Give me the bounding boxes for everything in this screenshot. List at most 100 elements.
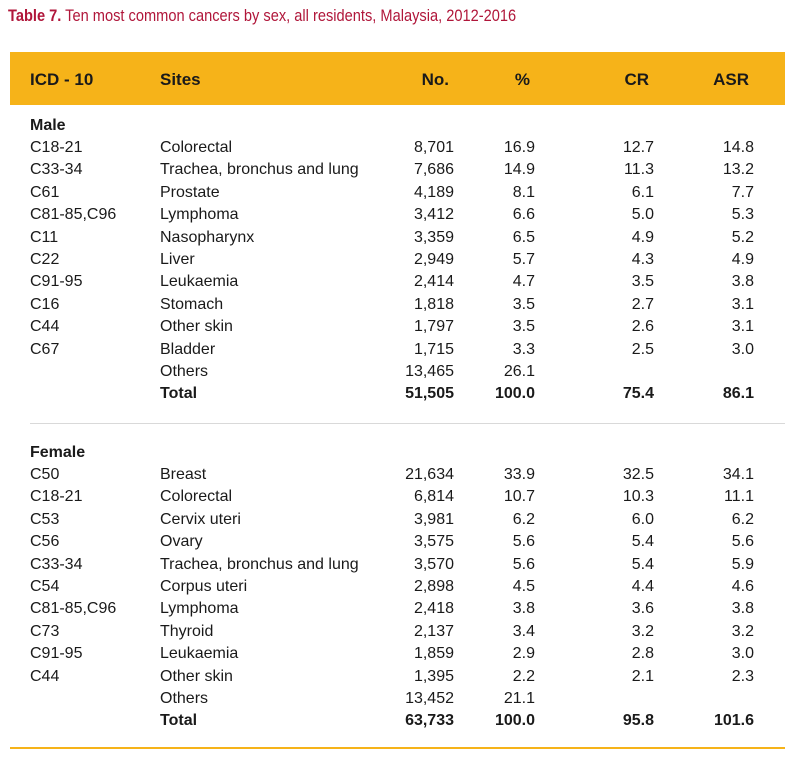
cell-site: Other skin	[160, 318, 233, 336]
cell-cr: 5.4	[631, 555, 654, 573]
total-asr: 101.6	[713, 712, 754, 730]
cell-site: Colorectal	[160, 139, 233, 156]
cell-code: C44	[30, 667, 60, 685]
cell-site: Corpus uteri	[160, 578, 248, 595]
total-pct: 100.0	[494, 712, 535, 730]
total-row: Total 63,733 100.0 95.8 101.6	[0, 710, 800, 732]
cell-cr: 3.5	[631, 273, 654, 291]
cell-no: 3,570	[413, 555, 454, 573]
table-row: C50 Breast 21,634 33.9 32.5 34.1	[0, 464, 800, 486]
cell-cr: 2.1	[631, 667, 654, 685]
table-row: Others 13,452 21.1	[0, 688, 800, 710]
cell-pct: 5.7	[512, 251, 535, 268]
cell-cr: 6.1	[631, 183, 654, 201]
cell-cr: 3.6	[631, 600, 654, 618]
total-row: Total 51,505 100.0 75.4 86.1	[0, 383, 800, 405]
total-site: Total	[160, 385, 198, 403]
cell-cr: 12.7	[622, 139, 654, 156]
table-row: C18-21 Colorectal 6,814 10.7 10.3 11.1	[0, 486, 800, 508]
cell-pct: 2.9	[512, 645, 535, 663]
table-row: C67 Bladder 1,715 3.3 2.5 3.0	[0, 339, 800, 361]
cell-no: 7,686	[413, 161, 454, 179]
cell-no: 3,575	[413, 533, 454, 551]
total-cr: 75.4	[622, 385, 654, 403]
cell-pct: 26.1	[503, 363, 535, 380]
cell-site: Stomach	[160, 295, 224, 313]
cell-cr: 5.4	[631, 533, 654, 551]
table-row: C81-85,C96 Lymphoma 3,412 6.6 5.0 5.3	[0, 204, 800, 226]
cell-pct: 6.5	[512, 228, 535, 246]
cell-cr: 5.0	[631, 206, 654, 224]
cell-no: 21,634	[405, 466, 454, 483]
header-cr: CR	[624, 70, 649, 89]
table-row: C54 Corpus uteri 2,898 4.5 4.4 4.6	[0, 576, 800, 598]
cell-asr: 2.3	[731, 667, 754, 685]
cell-code: C54	[30, 578, 60, 595]
cell-pct: 5.6	[512, 533, 535, 551]
cell-code: C91-95	[30, 273, 83, 291]
cell-site: Lymphoma	[160, 600, 239, 618]
cell-site: Colorectal	[160, 488, 233, 506]
cell-site: Nasopharynx	[160, 228, 255, 246]
cell-no: 1,395	[413, 667, 454, 685]
cell-no: 6,814	[413, 488, 454, 506]
table-row: C61 Prostate 4,189 8.1 6.1 7.7	[0, 182, 800, 204]
cell-pct: 3.4	[512, 622, 535, 640]
table-caption: Table 7. Ten most common cancers by sex,…	[8, 6, 516, 26]
cell-code: C61	[30, 183, 60, 201]
table-row: C18-21 Colorectal 8,701 16.9 12.7 14.8	[0, 137, 800, 159]
cell-code: C16	[30, 295, 60, 313]
table-caption-text: Ten most common cancers by sex, all resi…	[61, 6, 517, 25]
cell-code: C18-21	[30, 139, 83, 156]
cell-pct: 33.9	[503, 466, 535, 483]
cell-no: 1,797	[413, 318, 454, 336]
cell-site: Leukaemia	[160, 645, 239, 663]
cell-cr: 32.5	[622, 466, 654, 483]
cell-no: 2,418	[413, 600, 454, 618]
cell-asr: 4.9	[731, 251, 754, 268]
cell-asr: 6.2	[731, 510, 754, 528]
total-asr: 86.1	[722, 385, 754, 403]
section-label-male: Male	[30, 117, 66, 134]
cell-cr: 10.3	[622, 488, 654, 506]
cell-code: C18-21	[30, 488, 83, 506]
section-label-female: Female	[30, 444, 86, 461]
cell-asr: 5.9	[731, 555, 754, 573]
total-no: 51,505	[405, 385, 454, 403]
cell-cr: 3.2	[631, 622, 654, 640]
table-row: C73 Thyroid 2,137 3.4 3.2 3.2	[0, 621, 800, 643]
cell-site: Lymphoma	[160, 206, 239, 224]
table-row: C33-34 Trachea, bronchus and lung 3,570 5.6…	[0, 554, 800, 576]
table-row: C91-95 Leukaemia 1,859 2.9 2.8 3.0	[0, 643, 800, 665]
bottom-rule	[10, 747, 785, 749]
cell-no: 13,452	[405, 690, 454, 707]
cell-asr: 7.7	[731, 183, 754, 201]
total-pct: 100.0	[494, 385, 535, 403]
cell-no: 2,414	[413, 273, 454, 291]
cell-no: 3,981	[413, 510, 454, 528]
cell-asr: 3.0	[731, 645, 754, 663]
cell-pct: 8.1	[512, 183, 535, 201]
cell-asr: 3.8	[731, 600, 754, 618]
cell-pct: 3.3	[512, 340, 535, 358]
cell-site: Trachea, bronchus and lung	[160, 161, 359, 179]
cell-pct: 4.5	[512, 578, 535, 595]
header-no: No.	[421, 70, 449, 89]
table-row: Others 13,465 26.1	[0, 361, 800, 383]
cell-pct: 4.7	[512, 273, 535, 291]
cell-site: Others	[160, 690, 209, 707]
cell-code: C22	[30, 251, 60, 268]
cell-no: 1,859	[413, 645, 454, 663]
table-row: C11 Nasopharynx 3,359 6.5 4.9 5.2	[0, 227, 800, 249]
cell-pct: 3.5	[512, 295, 535, 313]
table-row: C44 Other skin 1,395 2.2 2.1 2.3	[0, 666, 800, 688]
table-row: C16 Stomach 1,818 3.5 2.7 3.1	[0, 294, 800, 316]
cell-asr: 5.6	[731, 533, 754, 551]
cell-no: 2,137	[413, 622, 454, 640]
cell-site: Trachea, bronchus and lung	[160, 555, 359, 573]
cell-pct: 10.7	[503, 488, 535, 506]
header-pct: %	[514, 70, 530, 89]
cell-site: Cervix uteri	[160, 510, 241, 528]
table-row: C53 Cervix uteri 3,981 6.2 6.0 6.2	[0, 509, 800, 531]
cell-pct: 14.9	[503, 161, 535, 179]
